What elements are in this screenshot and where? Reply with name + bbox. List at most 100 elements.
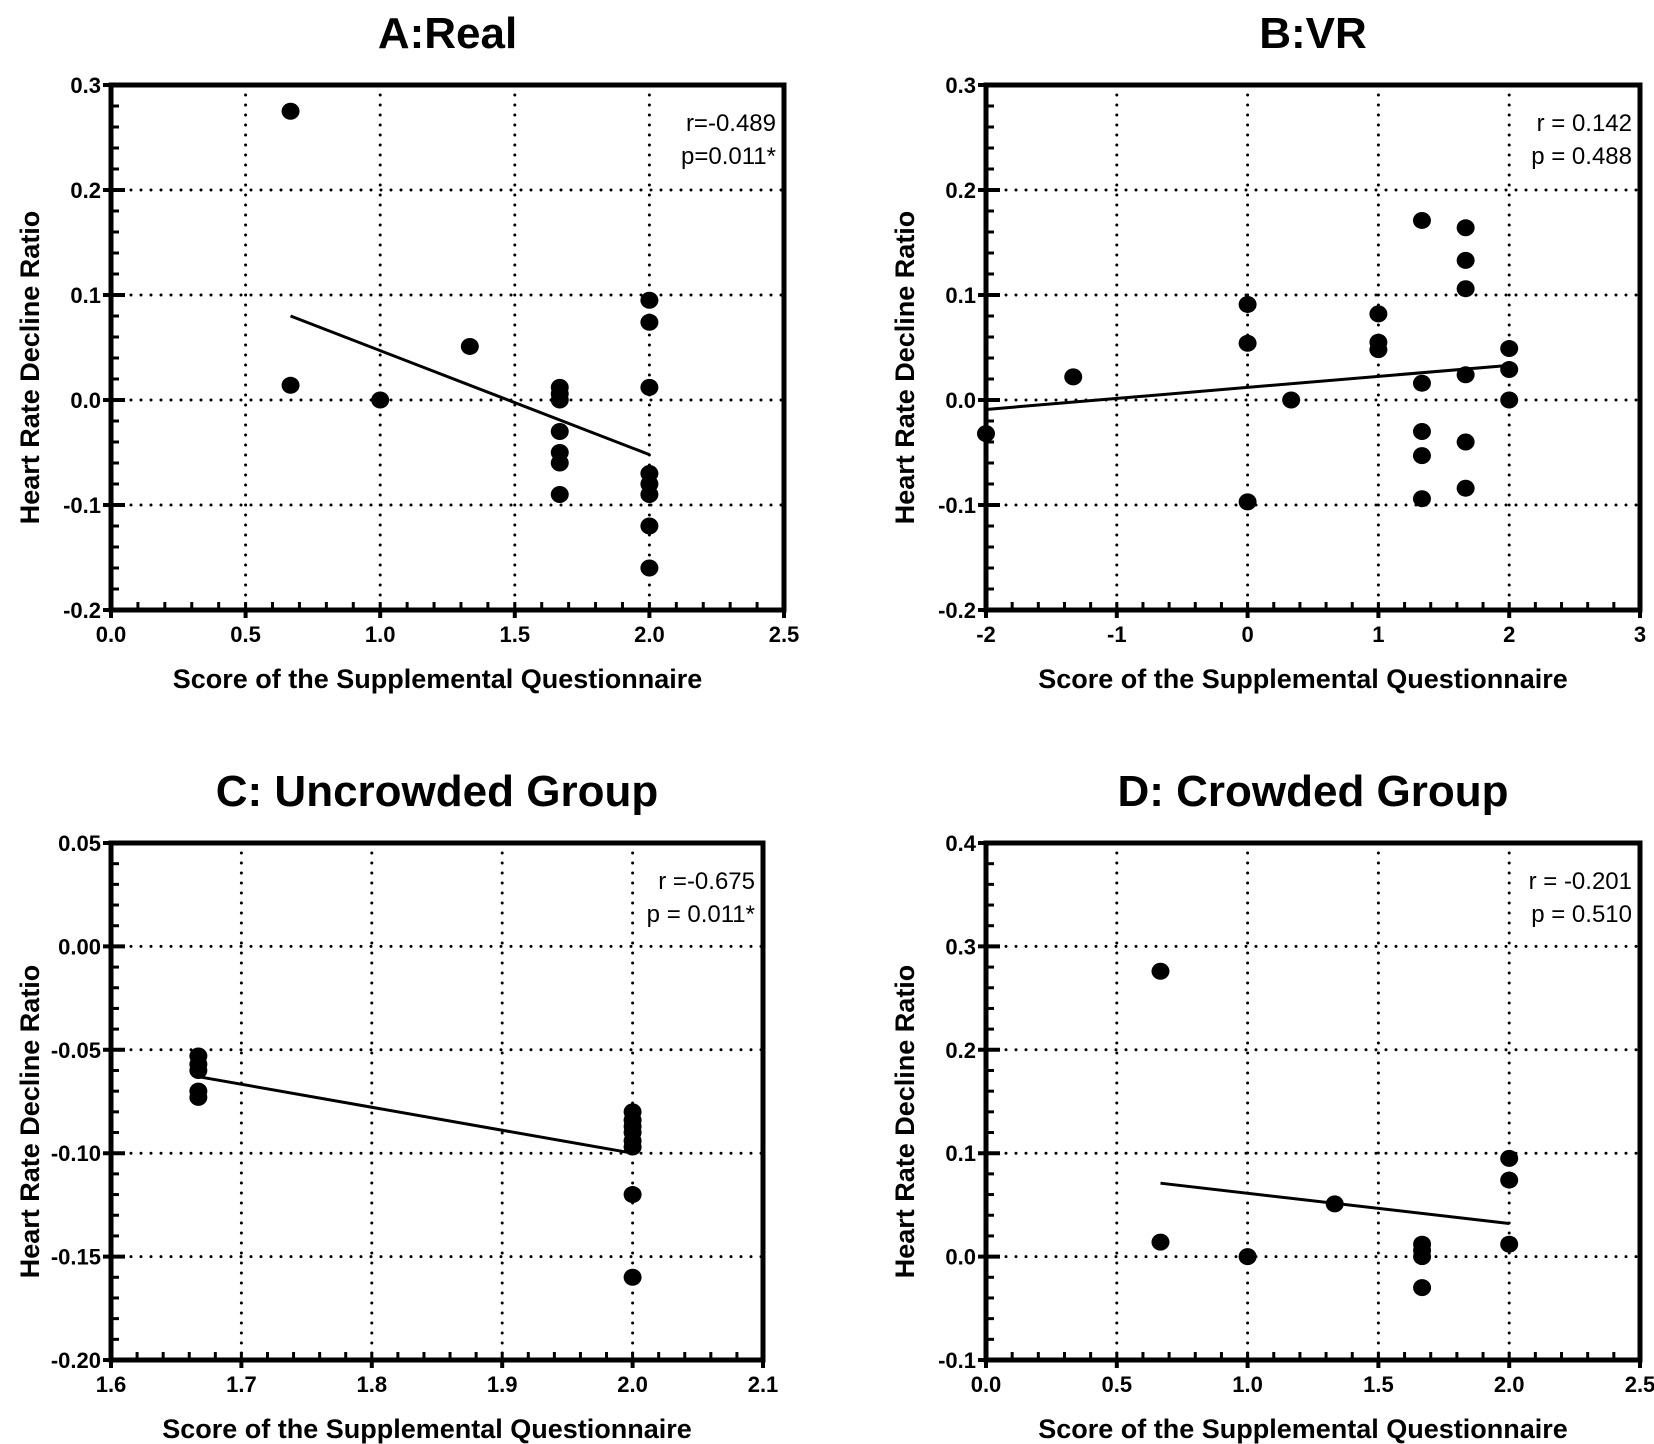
- data-point: [977, 425, 995, 443]
- y-tick-label: -0.1: [938, 493, 976, 518]
- data-point: [1500, 1171, 1519, 1189]
- y-axis-label: Heart Rate Decline Ratio: [890, 965, 920, 1279]
- data-point: [550, 423, 569, 440]
- y-axis-label: Heart Rate Decline Ratio: [890, 211, 920, 525]
- plot-frame: [983, 840, 1643, 1363]
- data-point: [623, 1138, 642, 1156]
- y-tick-label: 0.2: [70, 178, 101, 203]
- regression-line: [290, 314, 650, 456]
- data-point: [1325, 1195, 1344, 1213]
- data-point: [1456, 280, 1475, 298]
- data-point: [1412, 423, 1431, 440]
- p-value-label: p = 0.488: [1531, 143, 1632, 170]
- x-tick-label: 1.8: [357, 1372, 388, 1397]
- data-point: [281, 376, 300, 394]
- x-tick-label: 0.0: [96, 622, 127, 647]
- x-tick-label: 2: [1503, 622, 1515, 647]
- data-point: [1412, 490, 1431, 508]
- data-point: [1238, 295, 1257, 313]
- data-point: [1282, 391, 1301, 409]
- x-tick-label: 1.0: [365, 622, 396, 647]
- y-tick-label: 0.3: [945, 934, 976, 959]
- x-tick-label: 1.6: [96, 1372, 127, 1397]
- y-tick-label: -0.15: [51, 1245, 101, 1270]
- x-tick-label: 1: [1372, 622, 1384, 647]
- y-tick-label: 0.00: [58, 934, 101, 959]
- data-point: [1500, 391, 1519, 409]
- x-tick-label: -1: [1107, 622, 1127, 647]
- data-point: [371, 391, 390, 409]
- data-point: [1238, 1248, 1257, 1266]
- plot-frame: [983, 82, 1643, 613]
- chart-title: B:VR: [1259, 9, 1367, 58]
- x-axis-label: Score of the Supplemental Questionnaire: [162, 1414, 692, 1444]
- y-tick-label: -0.2: [938, 598, 976, 623]
- chart-panel-a: A:Real 0.0 0.5 1.0 1.5 2.0 2.5 -0.2 -0.1 0.0 0.1 0.…: [15, 9, 799, 694]
- chart-title: C: Uncrowded Group: [216, 767, 658, 816]
- y-tick-label: 0.0: [70, 388, 101, 413]
- chart-title: D: Crowded Group: [1117, 767, 1508, 816]
- data-point: [1500, 1235, 1519, 1253]
- p-value-label: p=0.011*: [681, 143, 776, 170]
- y-tick-label: -0.20: [51, 1348, 101, 1373]
- x-tick-label: 1.7: [226, 1372, 257, 1397]
- y-tick-label: 0.0: [945, 1245, 976, 1270]
- regression-line: [198, 1075, 633, 1155]
- regression-line: [985, 363, 1510, 411]
- p-value-label: p = 0.510: [1531, 901, 1632, 928]
- data-point: [1369, 341, 1388, 359]
- y-tick-label: 0.1: [945, 1141, 976, 1166]
- data-point: [1412, 374, 1431, 392]
- x-axis-label: Score of the Supplemental Questionnaire: [1038, 1414, 1568, 1444]
- chart-panel-c: C: Uncrowded Group 1.6 1.7 1.8 1.9 2.0 2.1 -0.2…: [15, 767, 778, 1444]
- plot-frame: [108, 840, 766, 1363]
- x-tick-label: 1.5: [500, 622, 531, 647]
- x-tick-label: -2: [976, 622, 996, 647]
- data-point: [189, 1088, 208, 1106]
- data-point: [1413, 1279, 1432, 1297]
- x-tick-label: 0.5: [1102, 1372, 1133, 1397]
- y-tick-label: 0.1: [70, 283, 101, 308]
- correlation-r-label: r =-0.675: [658, 868, 755, 895]
- x-tick-label: 1.0: [1232, 1372, 1263, 1397]
- y-tick-label: 0.3: [945, 73, 976, 98]
- x-tick-label: 2.0: [634, 622, 665, 647]
- data-point: [1369, 305, 1388, 323]
- y-tick-label: -0.1: [63, 493, 101, 518]
- data-point: [1151, 1233, 1170, 1251]
- plot-frame: [108, 82, 787, 613]
- chart-panel-b: B:VR -2 -1 0 1 2 3 -0.2 -0.1 0.0 0.1 0.2 0.3 r = 0.14…: [890, 9, 1646, 694]
- y-tick-label: -0.2: [63, 598, 101, 623]
- x-axis-label: Score of the Supplemental Questionnaire: [173, 664, 703, 694]
- data-point: [640, 486, 659, 503]
- x-tick-label: 2.5: [1625, 1372, 1654, 1397]
- y-tick-label: 0.0: [945, 388, 976, 413]
- data-point: [640, 517, 659, 535]
- data-point: [550, 486, 569, 503]
- x-tick-label: 0.0: [971, 1372, 1002, 1397]
- p-value-label: p = 0.011*: [647, 901, 755, 928]
- data-point: [1456, 251, 1475, 269]
- y-tick-label: -0.05: [51, 1038, 101, 1063]
- data-point: [640, 291, 659, 309]
- data-point: [460, 337, 479, 355]
- data-point: [1456, 479, 1475, 497]
- y-tick-label: 0.05: [58, 831, 101, 856]
- data-point: [550, 391, 569, 409]
- data-point: [1500, 361, 1519, 379]
- data-point: [623, 1186, 642, 1204]
- y-tick-label: 0.2: [945, 1038, 976, 1063]
- y-tick-label: -0.1: [938, 1348, 976, 1373]
- data-point: [1456, 433, 1475, 451]
- chart-title: A:Real: [378, 9, 517, 58]
- y-tick-label: -0.10: [51, 1141, 101, 1166]
- data-point: [1238, 493, 1257, 511]
- correlation-r-label: r = -0.201: [1529, 868, 1632, 895]
- y-tick-label: 0.1: [945, 283, 976, 308]
- x-tick-label: 2.0: [1494, 1372, 1525, 1397]
- data-point: [1412, 211, 1431, 229]
- y-tick-label: 0.2: [945, 178, 976, 203]
- data-point: [1412, 447, 1431, 465]
- data-point: [1456, 366, 1475, 384]
